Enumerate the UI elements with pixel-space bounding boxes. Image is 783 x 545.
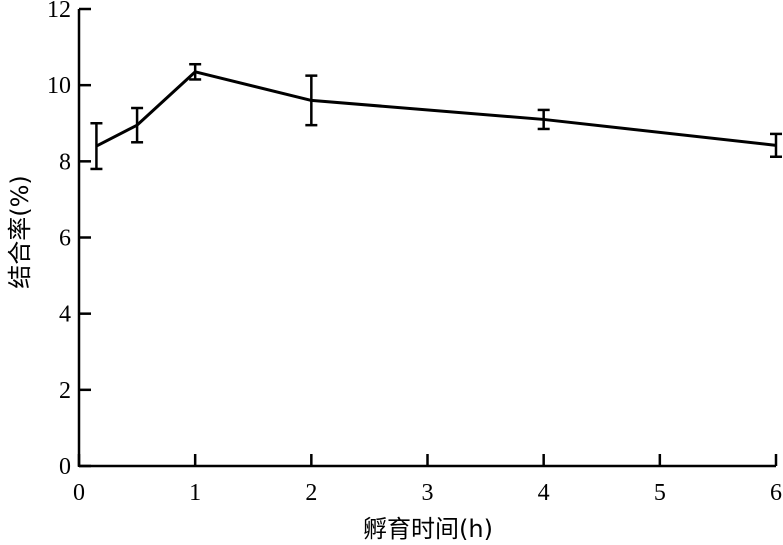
series-line: [95, 70, 777, 148]
error-bar: [90, 122, 103, 171]
error-bar: [770, 132, 782, 159]
y-tick-label: 12: [47, 0, 71, 23]
y-tick-label: 10: [47, 73, 71, 99]
x-tick-label: 2: [305, 480, 317, 506]
error-bar: [537, 108, 550, 131]
error-bar: [189, 62, 202, 81]
x-tick-label: 4: [538, 480, 550, 506]
x-tick-label: 3: [422, 480, 434, 506]
x-tick-label: 5: [654, 480, 666, 506]
y-tick-label: 6: [59, 226, 71, 252]
x-axis-title: 孵育时间(h): [363, 515, 493, 543]
x-tick-label: 6: [770, 480, 782, 506]
x-tick-label: 0: [73, 480, 85, 506]
y-tick-label: 8: [59, 149, 71, 175]
error-bar: [305, 74, 318, 127]
y-axis-title: 结合率(%): [6, 175, 34, 289]
error-bar: [131, 106, 144, 144]
x-tick-label: 1: [189, 480, 201, 506]
y-tick-label: 2: [59, 378, 71, 404]
series-layer: [90, 62, 782, 171]
y-tick-label: 0: [59, 454, 71, 480]
y-tick-label: 4: [59, 302, 71, 328]
